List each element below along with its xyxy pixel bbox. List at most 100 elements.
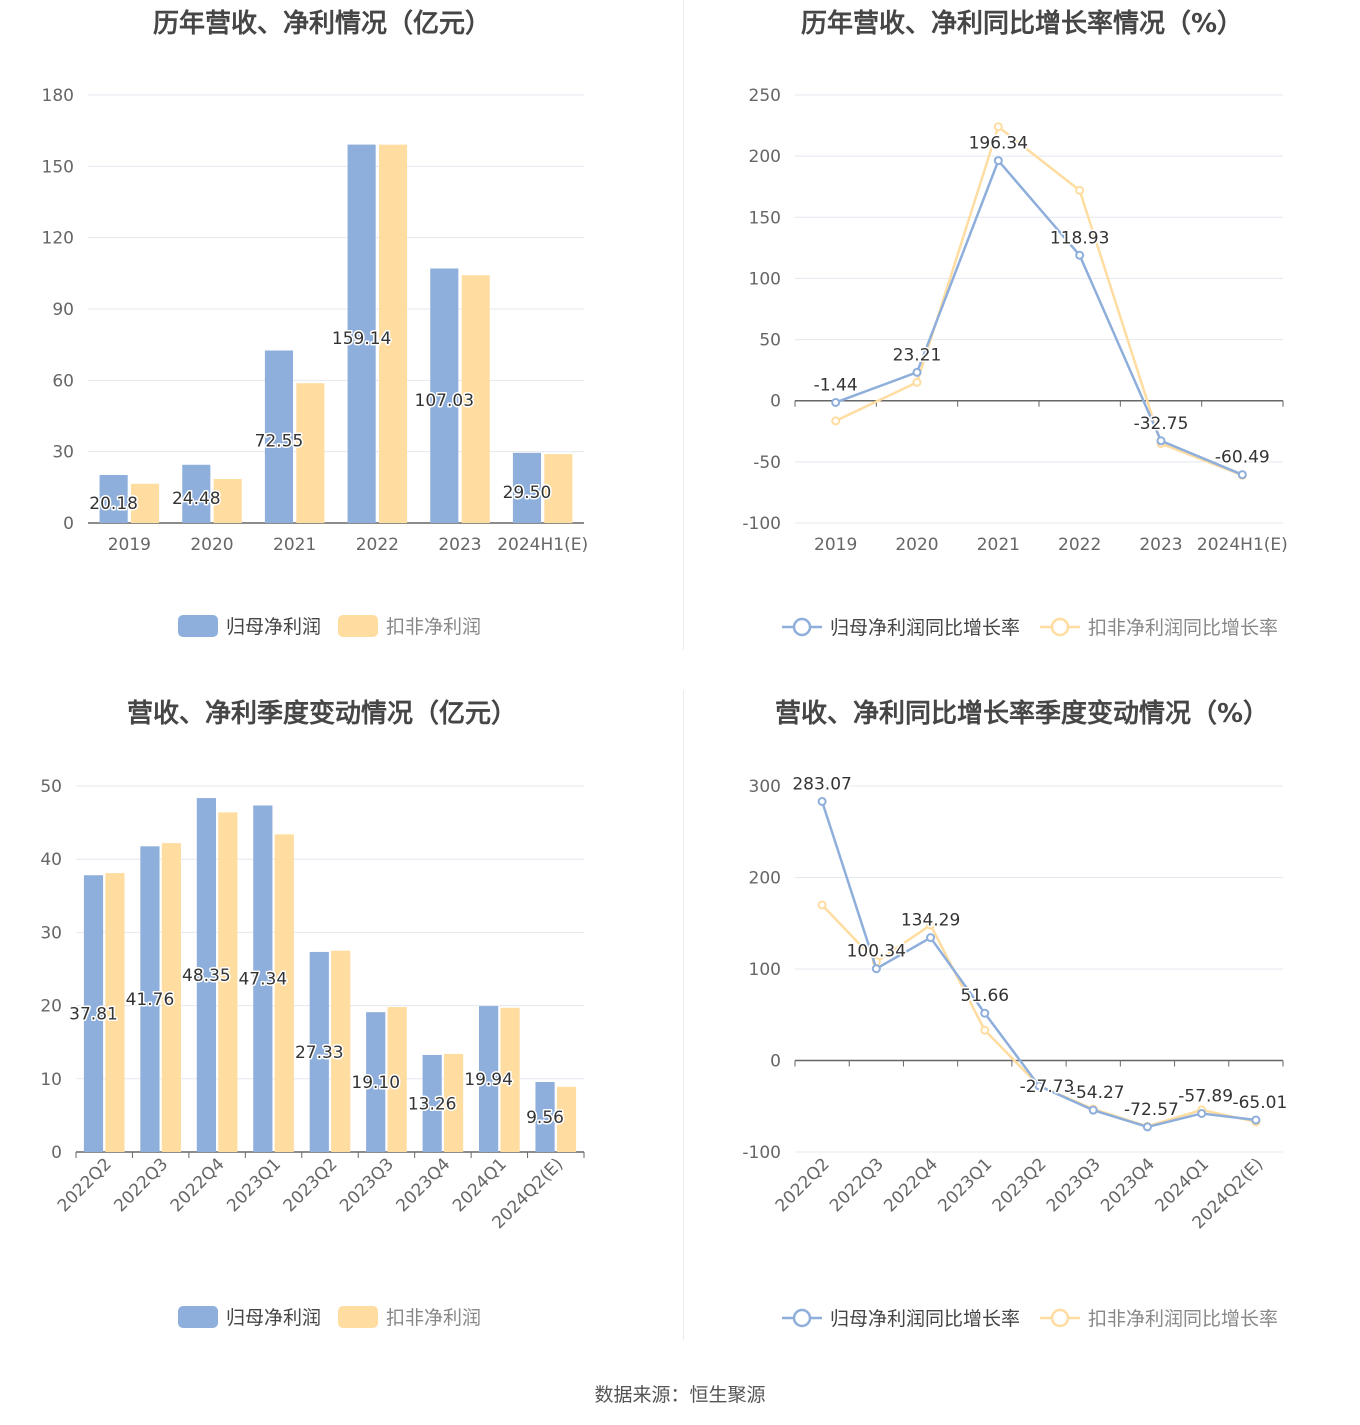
x-tick-label: 2023Q2 [280,1154,342,1216]
x-tick-label: 2023Q3 [1043,1154,1105,1216]
bar-parent-net-profit [196,798,216,1152]
quarterly-profit-chart-panel: 营收、净利季度变动情况（亿元） 0 10 20 30 40 50 2022Q2 2022Q3 20… [0,690,680,1380]
data-label: 19.94 [464,1070,513,1090]
series-point [926,920,936,930]
y-tick-label: -50 [753,453,781,473]
series-point [1251,1115,1261,1125]
data-label: -32.75 [1134,414,1189,434]
y-tick-label: 120 [42,229,74,249]
bar-parent-net-profit [479,1006,499,1152]
data-label: 9.56 [526,1108,564,1128]
data-label: 134.29 [901,911,960,931]
y-tick-label: 200 [749,869,781,889]
y-tick-label: 0 [770,392,781,412]
x-tick-label: 2023Q2 [989,1154,1051,1216]
y-tick-label: 60 [52,371,74,391]
data-label: 100.34 [847,942,906,962]
legend-swatch [338,615,378,637]
legend-swatch [178,615,218,637]
bar-parent-net-profit [535,1082,555,1152]
data-label: 23.21 [893,345,942,365]
series-point [1237,470,1247,480]
legend-marker [792,1308,812,1328]
series-line-deducted-growth [835,124,1243,477]
x-tick-label: 2023Q1 [934,1154,996,1216]
x-tick-label: 2022 [1058,535,1101,555]
data-label: 283.07 [792,774,851,794]
data-label: 27.33 [295,1043,344,1063]
series-point [926,933,936,943]
y-tick-label: -100 [742,1143,781,1163]
x-tick-label: 2022Q4 [167,1154,229,1216]
y-tick-label: 40 [40,850,62,870]
bar-deducted-net-profit [105,873,125,1152]
y-tick-label: 100 [749,960,781,980]
quarterly-growth-chart-panel: 营收、净利同比增长率季度变动情况（%） -100 0 100 200 300 2022Q2 2… [680,690,1360,1380]
data-label: 118.93 [1050,228,1109,248]
data-label: 196.34 [969,134,1028,154]
bar-deducted-net-profit [544,454,573,523]
legend-label: 扣非净利润同比增长率 [1088,1308,1278,1330]
y-tick-label: 20 [40,997,62,1017]
bar-parent-net-profit [253,805,273,1152]
legend-marker [1050,617,1070,637]
series-point [817,796,827,806]
data-label: 20.18 [89,494,138,514]
chart-group: 历年营收、净利情况（亿元） 0 30 60 90 120 150 180 2019 2020 202… [42,8,589,638]
x-tick-label: 2023 [1139,535,1182,555]
bar-deducted-net-profit [274,834,294,1152]
y-tick-label: 300 [749,777,781,797]
data-label: 51.66 [960,986,1009,1006]
bar-parent-net-profit [264,350,294,523]
series-point [1075,185,1085,195]
y-tick-label: -100 [742,514,781,534]
panel-divider-top [683,0,684,650]
bar-parent-net-profit [83,875,104,1152]
legend-label: 归母净利润同比增长率 [830,1308,1020,1330]
chart-group: 营收、净利同比增长率季度变动情况（%） -100 0 100 200 300 2022Q2 2… [742,698,1288,1330]
x-tick-label: 2022Q2 [772,1154,834,1216]
x-tick-label: 2023Q4 [393,1154,455,1216]
annual-growth-chart: 历年营收、净利同比增长率情况（%） -100 -50 0 50 100 150 200 250 2… [742,8,1287,639]
series-point [1088,1105,1098,1115]
series-point [993,122,1003,132]
data-label: -60.49 [1215,448,1270,468]
data-label: -27.73 [1020,1077,1075,1097]
legend-label: 扣非净利润 [386,1307,481,1329]
x-tick-label: 2019 [108,535,151,555]
data-label: 107.03 [415,391,474,411]
bar-deducted-net-profit [500,1007,520,1152]
x-tick-label: 2020 [190,535,233,555]
series-point [1142,1122,1152,1132]
bar-parent-net-profit [140,846,160,1152]
data-source-text: 数据来源：恒生聚源 [594,1384,766,1406]
legend-label: 扣非净利润同比增长率 [1088,617,1278,639]
series-point [1156,436,1166,446]
chart-title: 营收、净利同比增长率季度变动情况（%） [775,698,1269,729]
legend-swatch [178,1306,218,1328]
x-tick-label: 2020 [895,535,938,555]
data-label: 159.14 [332,329,391,349]
bar-parent-net-profit [366,1012,386,1152]
data-label: 37.81 [69,1005,118,1025]
bar-parent-net-profit [430,268,459,523]
data-label: 24.48 [172,489,221,509]
series-line-parent-growth [835,158,1243,476]
chart-title: 历年营收、净利同比增长率情况（%） [801,8,1243,39]
x-tick-label: 2023Q1 [223,1154,285,1216]
bar-deducted-net-profit [387,1007,407,1152]
legend-marker [792,617,812,637]
data-label: -65.01 [1232,1093,1287,1113]
bar-parent-net-profit [347,144,376,523]
legend-label: 归母净利润 [226,1307,321,1329]
y-tick-label: 180 [42,86,74,106]
x-tick-label: 2022Q4 [880,1154,942,1216]
y-tick-label: 0 [51,1143,62,1163]
legend-swatch [338,1306,378,1328]
y-tick-label: 30 [52,443,74,463]
x-tick-label: 2022Q3 [110,1154,172,1216]
y-tick-label: 0 [770,1052,781,1072]
x-tick-label: 2023 [438,535,481,555]
x-tick-label: 2022Q2 [54,1154,116,1216]
chart-title: 营收、净利季度变动情况（亿元） [127,698,517,729]
